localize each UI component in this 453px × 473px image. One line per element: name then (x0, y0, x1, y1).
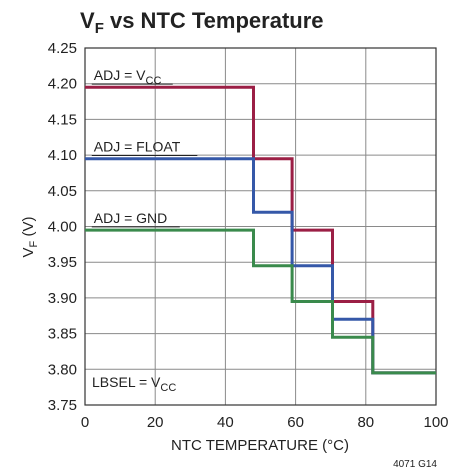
annotation-label: ADJ = GND (94, 210, 168, 226)
x-tick-labels: 0 20 40 60 80 100 (81, 414, 449, 431)
x-tick-label: 100 (423, 414, 448, 431)
y-tick-label: 3.85 (48, 326, 77, 343)
series-layer (85, 85, 436, 375)
series-line-2 (85, 228, 436, 375)
y-axis-label: VF (V) (20, 217, 40, 258)
x-tick-label: 0 (81, 414, 89, 431)
y-tick-label: 4.00 (48, 219, 77, 236)
y-tick-label: 3.75 (48, 397, 77, 414)
y-tick-label: 4.15 (48, 111, 77, 128)
plot-frame (84, 47, 437, 406)
y-tick-labels: 4.25 4.20 4.15 4.10 4.05 4.00 3.95 3.90 3.85 3.80… (48, 40, 77, 414)
annotation-label-main: ADJ = GND (94, 210, 168, 226)
y-tick-label: 3.90 (48, 290, 77, 307)
y-axis-label-main: V (20, 247, 37, 257)
chart-title: VF vs NTC Temperature (80, 8, 324, 37)
y-tick-label: 3.80 (48, 361, 77, 378)
svg-text:VF vs NTC Temperature: VF vs NTC Temperature (80, 8, 324, 37)
x-axis-label: NTC TEMPERATURE (°C) (171, 437, 349, 454)
figure-code: 4071 G14 (393, 459, 437, 470)
y-tick-label: 4.10 (48, 147, 77, 164)
x-tick-label: 80 (357, 414, 374, 431)
annotation-label-main: ADJ = FLOAT (94, 139, 181, 155)
x-tick-label: 60 (287, 414, 304, 431)
chart-title-main: V (80, 8, 95, 33)
y-tick-label: 4.05 (48, 183, 77, 200)
chart-title-rest: vs NTC Temperature (104, 8, 324, 33)
y-tick-label: 3.95 (48, 254, 77, 271)
annotation-label-subscript: CC (146, 75, 162, 87)
chart-title-subscript: F (95, 20, 104, 37)
annotation-label-subscript: CC (160, 382, 176, 394)
y-axis-label-rest: (V) (20, 217, 37, 241)
x-tick-label: 40 (217, 414, 234, 431)
annotation-label: LBSEL = VCC (92, 374, 176, 394)
annotation-label-main: LBSEL = V (92, 374, 161, 390)
y-axis-label-subscript: F (28, 240, 40, 247)
y-tick-label: 4.25 (48, 40, 77, 57)
y-tick-label: 4.20 (48, 76, 77, 93)
annotation-label: ADJ = FLOAT (94, 139, 181, 155)
annotation-label-main: ADJ = V (94, 67, 146, 83)
x-tick-label: 20 (147, 414, 164, 431)
